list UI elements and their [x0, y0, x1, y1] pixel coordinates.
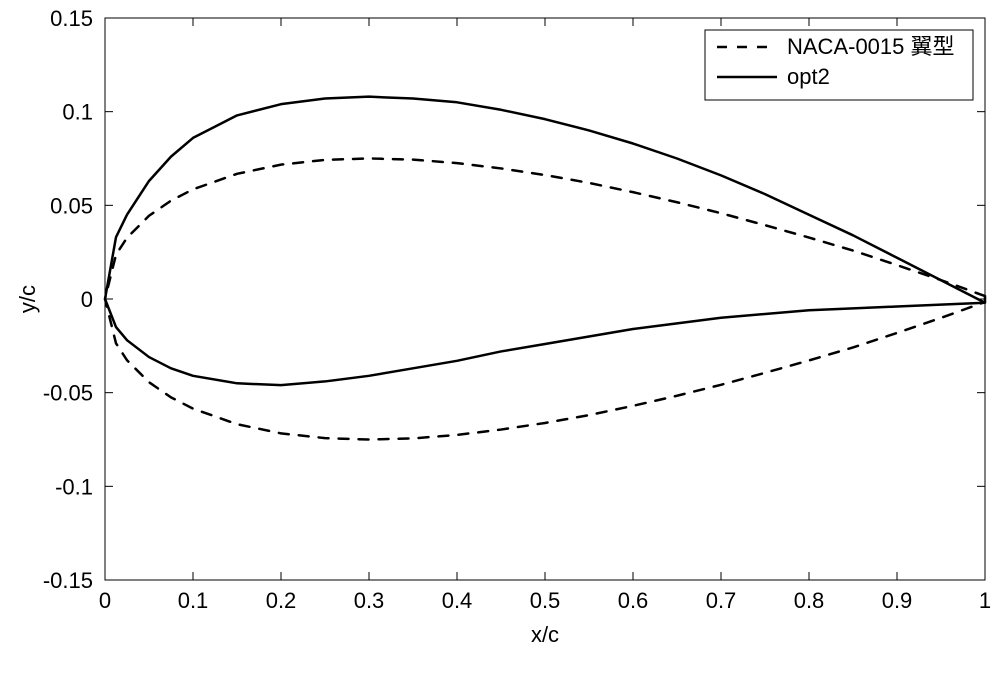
svg-text:NACA-0015 翼型: NACA-0015 翼型	[787, 34, 955, 59]
svg-text:0.1: 0.1	[178, 588, 209, 613]
svg-text:0.8: 0.8	[794, 588, 825, 613]
svg-text:0.6: 0.6	[618, 588, 649, 613]
svg-text:-0.05: -0.05	[43, 381, 93, 406]
svg-text:0.1: 0.1	[62, 100, 93, 125]
svg-text:0.7: 0.7	[706, 588, 737, 613]
svg-text:opt2: opt2	[787, 64, 830, 89]
svg-text:0.15: 0.15	[50, 6, 93, 31]
svg-text:0: 0	[99, 588, 111, 613]
svg-text:-0.1: -0.1	[55, 474, 93, 499]
svg-text:0.3: 0.3	[354, 588, 385, 613]
chart-svg: 0 0.1 0.2 0.3 0.4 0.5 0.6 0.7 0.8 0.9 1 -0.15 -0.1 -0…	[0, 0, 1000, 677]
svg-text:0.4: 0.4	[442, 588, 473, 613]
svg-text:0.2: 0.2	[266, 588, 297, 613]
svg-text:-0.15: -0.15	[43, 568, 93, 593]
svg-text:1: 1	[979, 588, 991, 613]
svg-text:y/c: y/c	[15, 285, 40, 313]
airfoil-chart: 0 0.1 0.2 0.3 0.4 0.5 0.6 0.7 0.8 0.9 1 -0.15 -0.1 -0…	[0, 0, 1000, 677]
svg-text:0.05: 0.05	[50, 193, 93, 218]
svg-text:0.5: 0.5	[530, 588, 561, 613]
svg-text:0.9: 0.9	[882, 588, 913, 613]
svg-text:0: 0	[81, 287, 93, 312]
svg-text:x/c: x/c	[531, 622, 559, 647]
